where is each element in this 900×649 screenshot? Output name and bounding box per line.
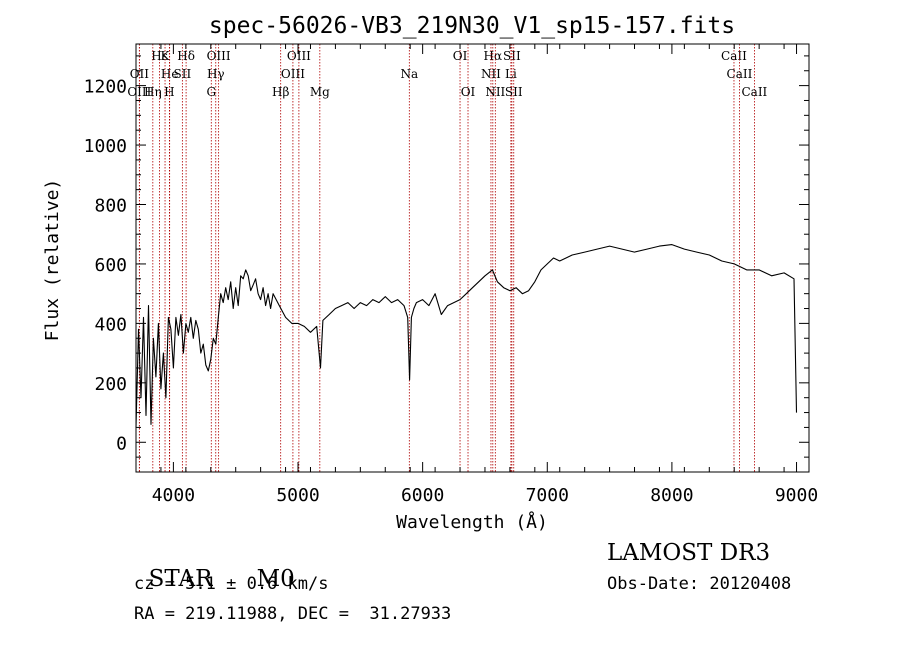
- chart-title: spec-56026-VB3_219N30_V1_sp15-157.fits: [209, 13, 735, 39]
- line-label: SII: [503, 49, 521, 63]
- line-label: SII: [174, 67, 192, 81]
- y-tick-label: 600: [94, 255, 127, 276]
- line-label: CaII: [727, 67, 753, 81]
- coordinates-text: RA = 219.11988, DEC = 31.27933: [134, 604, 452, 624]
- object-type: STAR: [148, 566, 213, 592]
- survey-name: LAMOST DR3: [607, 540, 771, 566]
- line-label: NII: [485, 85, 505, 99]
- x-tick-label: 9000: [775, 485, 818, 506]
- line-label: G: [206, 85, 216, 99]
- y-tick-label: 200: [94, 374, 127, 395]
- line-label: OIII: [281, 67, 305, 81]
- y-tick-label: 1200: [84, 77, 127, 98]
- line-label: CaII: [721, 49, 747, 63]
- x-tick-label: 7000: [526, 485, 569, 506]
- line-label: Hα: [484, 49, 503, 63]
- subclass-value: M0: [256, 566, 295, 592]
- x-axis-label: Wavelength (Å): [396, 511, 548, 533]
- line-label: Hβ: [272, 85, 289, 99]
- line-label: Hδ: [177, 49, 195, 63]
- redshift-text: cz = 5.1 ± 0.6 km/s: [134, 574, 329, 594]
- line-label: OI: [461, 85, 476, 99]
- x-tick-label: 4000: [152, 485, 195, 506]
- line-label: Na: [400, 67, 418, 81]
- x-tick-label: 5000: [276, 485, 319, 506]
- spectrum-series: [135, 244, 798, 428]
- line-label: Hη: [144, 85, 162, 99]
- line-label: OIII: [207, 49, 231, 63]
- y-tick-label: 0: [116, 433, 127, 454]
- line-label: Hε: [151, 49, 168, 63]
- line-label: OIII: [127, 85, 151, 99]
- line-label: OI: [453, 49, 468, 63]
- spectrum-line: [135, 244, 798, 428]
- line-label: SII: [505, 85, 523, 99]
- y-axis-label: Flux (relative): [42, 179, 63, 342]
- line-label: Li: [505, 67, 517, 81]
- object-class: STAR: [134, 540, 213, 592]
- x-tick-label: 8000: [650, 485, 693, 506]
- y-tick-label: 1000: [84, 136, 127, 157]
- line-label: K: [161, 49, 171, 63]
- plot-frame: [135, 43, 810, 473]
- object-subclass: M0: [242, 540, 295, 592]
- y-tick-label: 400: [94, 314, 127, 335]
- line-label: H: [164, 85, 174, 99]
- axis-ticks: 4000 5000 6000 7000 8000 9000 0 200 400 600 800 100…: [84, 44, 818, 506]
- observation-date: Obs-Date: 20120408: [607, 574, 792, 594]
- line-label: OIII: [287, 49, 311, 63]
- line-label: CaII: [741, 85, 767, 99]
- line-label: Mg: [310, 85, 330, 99]
- line-label: NII: [481, 67, 501, 81]
- x-tick-label: 6000: [401, 485, 444, 506]
- y-tick-label: 800: [94, 196, 127, 217]
- line-label: Hγ: [207, 67, 225, 81]
